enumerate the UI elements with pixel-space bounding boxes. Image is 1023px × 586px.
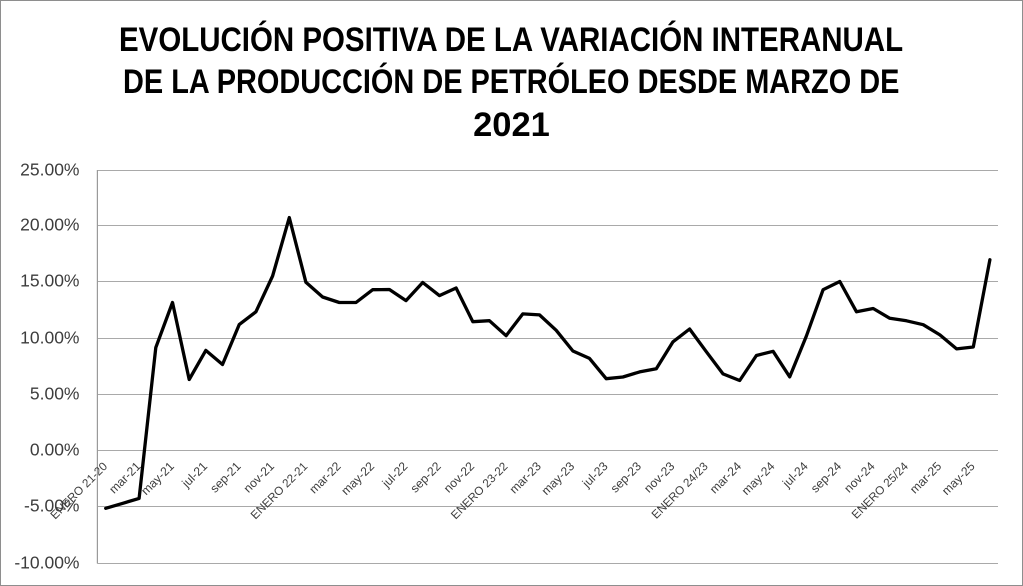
svg-text:0.00%: 0.00%: [30, 440, 80, 460]
svg-text:25.00%: 25.00%: [20, 160, 79, 180]
svg-text:5.00%: 5.00%: [30, 384, 80, 404]
svg-text:mar-24: mar-24: [707, 459, 744, 496]
svg-text:may-23: may-23: [539, 459, 578, 498]
svg-text:may-24: may-24: [739, 459, 778, 498]
svg-text:sep-21: sep-21: [207, 459, 243, 495]
svg-text:mar-25: mar-25: [907, 459, 944, 496]
svg-text:jul-24: jul-24: [779, 459, 811, 491]
svg-text:jul-21: jul-21: [179, 459, 211, 491]
svg-text:mar-23: mar-23: [507, 459, 544, 496]
svg-text:jul-23: jul-23: [579, 459, 611, 491]
svg-text:jul-22: jul-22: [379, 459, 411, 491]
svg-text:may-25: may-25: [939, 459, 978, 498]
svg-text:sep-22: sep-22: [408, 459, 444, 495]
svg-text:15.00%: 15.00%: [20, 271, 79, 291]
svg-text:sep-24: sep-24: [808, 459, 844, 495]
svg-text:mar-21: mar-21: [106, 459, 143, 496]
svg-text:mar-22: mar-22: [307, 459, 344, 496]
svg-text:sep-23: sep-23: [608, 459, 644, 495]
svg-text:10.00%: 10.00%: [20, 328, 79, 348]
svg-text:-10.00%: -10.00%: [14, 553, 79, 573]
svg-text:may-22: may-22: [338, 459, 377, 498]
svg-text:-5.00%: -5.00%: [24, 496, 79, 516]
svg-text:20.00%: 20.00%: [20, 215, 79, 235]
